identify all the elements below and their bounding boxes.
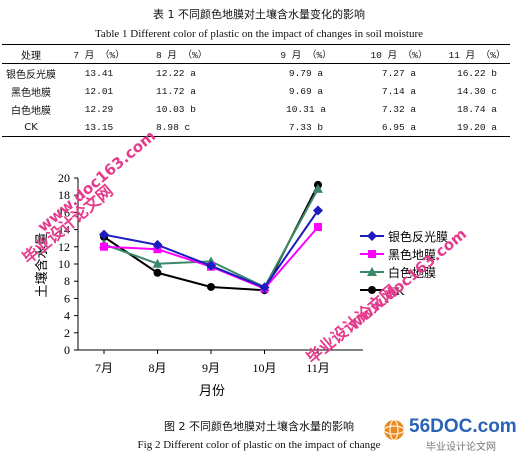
y-tick-label: 2	[64, 326, 70, 340]
legend-label: 黑色地膜	[388, 248, 436, 262]
cell-value: 18.74 a	[457, 103, 497, 115]
y-tick-label: 12	[58, 240, 70, 254]
header-oct: 10 月 （%）	[354, 44, 444, 64]
cell-value: 10.31 a	[286, 103, 326, 115]
series-diamond	[99, 205, 323, 293]
cell-value: 13.15	[60, 118, 138, 137]
x-tick-label: 7月	[95, 361, 113, 375]
cell-value: 10.03 b	[156, 103, 196, 115]
x-tick-label: 8月	[148, 361, 166, 375]
table-row: 白色地膜 12.29 10.03 b 10.31 a 7.32 a 18.74 …	[2, 100, 510, 118]
table-row: 银色反光膜 13.41 12.22 a 9.79 a 7.27 a 16.22 …	[2, 64, 510, 83]
globe-icon	[383, 419, 405, 441]
legend-label: 银色反光膜	[388, 230, 448, 244]
cell-treatment: 黑色地膜	[11, 87, 51, 99]
header-nov: 11 月 （%）	[444, 44, 510, 64]
y-tick-label: 0	[64, 343, 70, 357]
cell-value: 6.95 a	[354, 118, 444, 137]
cell-value: 7.27 a	[381, 67, 417, 79]
series-line	[103, 184, 319, 292]
x-axis-label: 月份	[199, 383, 225, 398]
legend-marker	[367, 231, 377, 241]
header-sep: 9 月 （%）	[258, 44, 354, 64]
cell-value: 11.72 a	[156, 85, 196, 97]
x-tick-label: 10月	[252, 361, 276, 375]
y-tick-label: 8	[64, 274, 70, 288]
header-jul: 7 月 （%）	[60, 44, 138, 64]
logo-subtext: 毕业设计论文网	[426, 442, 496, 453]
legend-entry: CK	[360, 284, 405, 298]
data-point	[314, 223, 322, 232]
chart-series	[99, 180, 323, 295]
table-row: CK 13.15 8.98 c 7.33 b 6.95 a 19.20 a	[2, 118, 510, 137]
cell-value: 7.33 b	[258, 118, 354, 137]
cell-value: 14.30 c	[457, 85, 497, 97]
series-triangle	[99, 183, 323, 292]
cell-value: 7.32 a	[381, 103, 417, 115]
y-tick-label: 16	[58, 205, 70, 219]
data-point	[313, 183, 323, 193]
data-point	[152, 239, 163, 250]
header-aug: 8 月 （%）	[138, 44, 258, 64]
legend-marker	[367, 267, 377, 276]
legend-entry: 黑色地膜	[360, 248, 436, 262]
chart-axes: 0 2 4 6 8 10 12 14 16 18 20 7月 8月 9月 10月 11月	[58, 171, 363, 375]
data-point	[313, 205, 323, 216]
cell-treatment: 银色反光膜	[6, 69, 56, 81]
logo-text: 56DOC.com	[409, 416, 517, 437]
data-point	[153, 268, 162, 277]
cell-value: 8.98 c	[138, 118, 258, 137]
y-tick-label: 18	[58, 188, 70, 202]
cell-treatment: CK	[2, 118, 60, 137]
table-row: 黑色地膜 12.01 11.72 a 9.69 a 7.14 a 14.30 c	[2, 82, 510, 100]
cell-value: 13.41	[84, 67, 114, 79]
y-tick-label: 6	[64, 291, 70, 305]
data-point	[206, 260, 216, 271]
table-header-row: 处理 7 月 （%） 8 月 （%） 9 月 （%） 10 月 （%） 11 月…	[2, 44, 510, 64]
y-tick-label: 14	[58, 223, 70, 237]
legend-marker	[368, 286, 376, 294]
y-axis-label: 土壤含水量	[34, 232, 49, 297]
cell-value: 9.79 a	[288, 67, 324, 79]
table-title-en: Table 1 Different color of plastic on th…	[94, 28, 424, 40]
logo-watermark: 56DOC.com 毕业设计论文网	[382, 414, 517, 453]
moisture-table: 处理 7 月 （%） 8 月 （%） 9 月 （%） 10 月 （%） 11 月…	[2, 44, 510, 137]
legend-label: 白色地膜	[388, 265, 436, 280]
legend-marker	[368, 250, 376, 258]
data-point	[100, 242, 108, 251]
table-title-cn: 表 1 不同颜色地膜对土壤含水量变化的影响	[153, 8, 365, 21]
series-circle	[100, 180, 322, 295]
cell-value: 12.29	[84, 103, 114, 115]
series-line	[103, 188, 319, 289]
legend-entry: 白色地膜	[360, 265, 436, 280]
cell-value: 7.14 a	[381, 85, 417, 97]
figure-caption-en: Fig 2 Different color of plastic on the …	[137, 439, 381, 451]
cell-value: 12.22 a	[156, 67, 196, 79]
header-treatment: 处理	[2, 44, 60, 64]
data-point	[152, 258, 163, 268]
data-point	[207, 282, 215, 291]
y-tick-label: 10	[58, 257, 70, 271]
legend-label: CK	[388, 284, 405, 298]
legend-entry: 银色反光膜	[360, 230, 448, 244]
cell-treatment: 白色地膜	[11, 105, 51, 117]
cell-value: 16.22 b	[457, 67, 497, 79]
y-tick-label: 4	[64, 309, 70, 323]
figure-caption-cn: 图 2 不同颜色地膜对土壤含水量的影响	[164, 420, 354, 433]
x-tick-label: 9月	[202, 361, 220, 375]
y-tick-label: 20	[58, 171, 70, 185]
data-point	[99, 229, 109, 240]
cell-value: 9.69 a	[288, 85, 324, 97]
x-tick-label: 11月	[306, 361, 330, 375]
data-point	[259, 282, 270, 293]
cell-value: 19.20 a	[444, 118, 510, 137]
cell-value: 12.01	[84, 85, 114, 97]
